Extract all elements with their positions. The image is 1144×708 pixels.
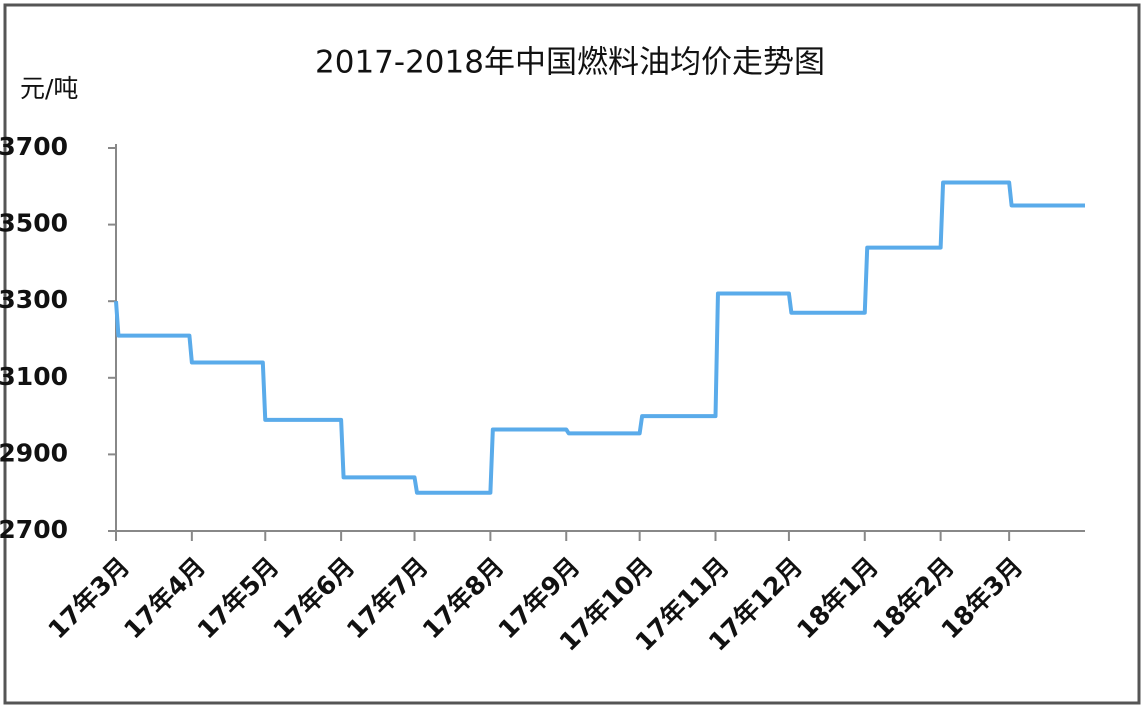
y-tick-label: 3100	[0, 362, 68, 391]
y-tick-label: 2700	[0, 515, 68, 544]
y-axis-label: 元/吨	[20, 74, 78, 103]
x-tick-label: 17年3月	[42, 552, 135, 645]
y-tick-label: 3500	[0, 209, 68, 238]
chart-title: 2017-2018年中国燃料油均价走势图	[315, 45, 825, 81]
price-line	[114, 180, 1085, 495]
x-tick-label: 18年1月	[791, 552, 884, 645]
y-tick-label: 3300	[0, 285, 68, 314]
x-tick-label: 17年5月	[192, 552, 285, 645]
y-tick-label: 2900	[0, 438, 68, 467]
frame	[3, 3, 1141, 705]
y-tick-label: 3700	[0, 132, 68, 161]
x-tick-label: 17年7月	[341, 552, 434, 645]
x-tick-label: 17年8月	[417, 552, 510, 645]
